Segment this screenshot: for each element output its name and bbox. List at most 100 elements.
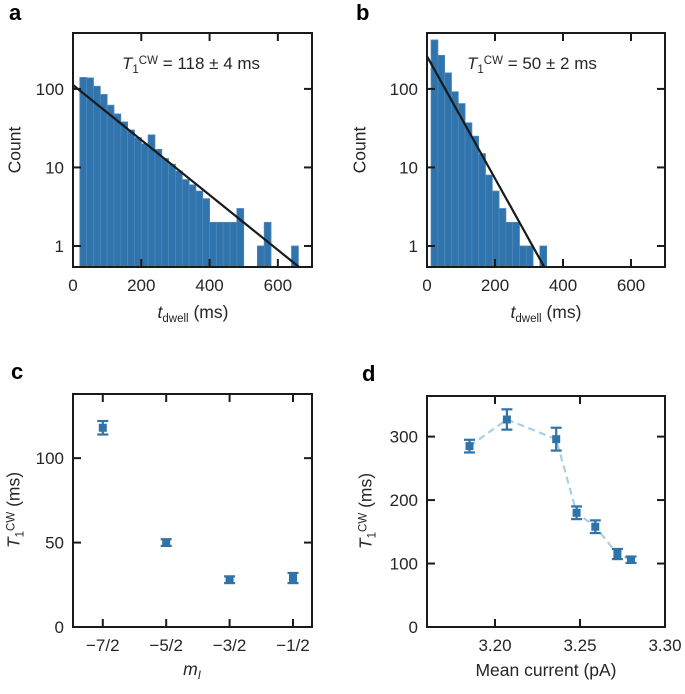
- xlabel-subscript: dwell: [515, 313, 542, 325]
- axes-frame: [426, 395, 666, 628]
- histogram-bar: [485, 174, 493, 268]
- data-point-marker: [572, 508, 581, 517]
- panel-a-fit-annotation: T1CW = 118 ± 4 ms: [122, 54, 261, 76]
- annotation-superscript: CW: [138, 55, 158, 67]
- xlabel-symbol: m: [183, 659, 198, 679]
- x-tick-label: 400: [195, 276, 223, 295]
- annotation-superscript: CW: [483, 55, 503, 67]
- data-point-marker: [162, 538, 171, 547]
- data-point-marker: [98, 423, 107, 432]
- y-tick-label: 300: [390, 428, 418, 447]
- histogram-bar: [512, 221, 520, 268]
- data-point-marker: [591, 522, 600, 531]
- y-tick-label: 10: [45, 158, 64, 177]
- exponential-fit-line: [72, 84, 300, 268]
- histogram-bar: [209, 221, 217, 268]
- panel-label-b: b: [356, 0, 370, 25]
- histogram-bar: [154, 148, 163, 268]
- histogram-bar: [175, 170, 183, 268]
- histogram-bar: [505, 221, 514, 268]
- x-tick-label: 0: [68, 276, 77, 295]
- data-point-marker: [627, 555, 635, 564]
- histogram-bar: [106, 104, 115, 268]
- panel-b-x-axis-label: tdwell (ms): [510, 302, 582, 325]
- axes-frame: [426, 32, 666, 268]
- data-point-marker: [288, 574, 297, 583]
- ylabel-symbol: T: [355, 538, 376, 550]
- ylabel-subscript: 1: [366, 531, 379, 539]
- y-tick-label: 100: [36, 449, 64, 468]
- annotation-value: = 118 ± 4 ms: [157, 54, 261, 73]
- x-tick-label: −5/2: [149, 636, 183, 655]
- x-tick-label: 200: [127, 276, 155, 295]
- panel-b-fit-annotation: T1CW = 50 ± 2 ms: [467, 54, 597, 76]
- x-tick-label: 200: [481, 276, 509, 295]
- panel-c-y-axis-label: T1CW (ms): [3, 471, 26, 548]
- x-tick-label: 600: [264, 276, 292, 295]
- annotation-subscript: 1: [132, 64, 139, 76]
- ylabel-units: (ms): [355, 472, 376, 513]
- xlabel-symbol: t: [510, 302, 516, 322]
- panel-a-plot: 0 200 400 600 1 10 100: [36, 32, 313, 295]
- y-tick-label: 100: [390, 555, 418, 574]
- histogram-bar: [525, 245, 534, 268]
- y-tick-label: 10: [399, 158, 418, 177]
- x-tick-label: 3.30: [648, 636, 681, 655]
- y-tick-label: 50: [45, 534, 64, 553]
- histogram-bar: [457, 103, 466, 268]
- ylabel-superscript: CW: [357, 512, 370, 532]
- histogram-bar: [256, 245, 265, 268]
- data-point-marker: [502, 415, 511, 424]
- panel-d-y-axis-label: T1CW (ms): [355, 472, 379, 550]
- histogram-bar: [202, 198, 210, 268]
- y-tick-label: 0: [55, 618, 64, 637]
- histogram-bar: [93, 85, 101, 268]
- histogram-bar: [134, 137, 142, 268]
- x-tick-label: 400: [549, 276, 577, 295]
- annotation-symbol: T: [122, 54, 133, 73]
- data-point-marker: [465, 442, 474, 451]
- x-tick-label: 3.20: [478, 636, 511, 655]
- panel-b-y-axis-label: Count: [349, 126, 370, 174]
- y-tick-label: 100: [36, 80, 64, 99]
- histogram-bar: [519, 245, 527, 268]
- histogram-bar: [127, 129, 135, 268]
- y-tick-label: 200: [390, 491, 418, 510]
- x-tick-label: −3/2: [213, 636, 247, 655]
- histogram-bar: [99, 94, 108, 268]
- histogram-bar: [181, 179, 190, 268]
- histogram-bar: [471, 135, 480, 268]
- data-point-marker: [225, 575, 234, 584]
- x-tick-label: −7/2: [86, 636, 120, 655]
- histogram-bar: [161, 158, 169, 268]
- histogram-bar: [491, 190, 500, 268]
- histogram-bar: [140, 143, 149, 268]
- histogram-bar: [464, 122, 473, 268]
- data-point-marker: [552, 435, 561, 444]
- histogram-bar: [444, 72, 452, 268]
- histogram-bar: [215, 221, 224, 268]
- y-tick-label: 1: [55, 237, 64, 256]
- data-point-marker: [613, 550, 622, 559]
- histogram-bar: [86, 77, 94, 268]
- panel-c-plot: −7/2 −5/2 −3/2 −1/2 0 50 100: [36, 393, 313, 655]
- histogram-bar: [147, 134, 156, 268]
- y-tick-label: 100: [390, 80, 418, 99]
- panel-b-plot: 0 200 400 600 1 10 100: [390, 32, 666, 295]
- x-tick-label: 0: [422, 276, 431, 295]
- x-tick-label: 600: [617, 276, 645, 295]
- histogram-bar: [222, 221, 231, 268]
- histogram-bar: [113, 113, 122, 268]
- histogram-bar: [229, 221, 238, 268]
- axes-frame: [72, 32, 313, 268]
- ylabel-units: (ms): [3, 471, 24, 512]
- panel-a-y-axis-label: Count: [4, 126, 25, 174]
- panel-label-d: d: [362, 361, 376, 386]
- xlabel-symbol: t: [157, 302, 163, 322]
- histogram-bar: [79, 77, 88, 268]
- panel-label-c: c: [11, 359, 24, 384]
- xlabel-subscript: I: [197, 670, 201, 682]
- panel-c-x-axis-label: mI: [183, 659, 201, 682]
